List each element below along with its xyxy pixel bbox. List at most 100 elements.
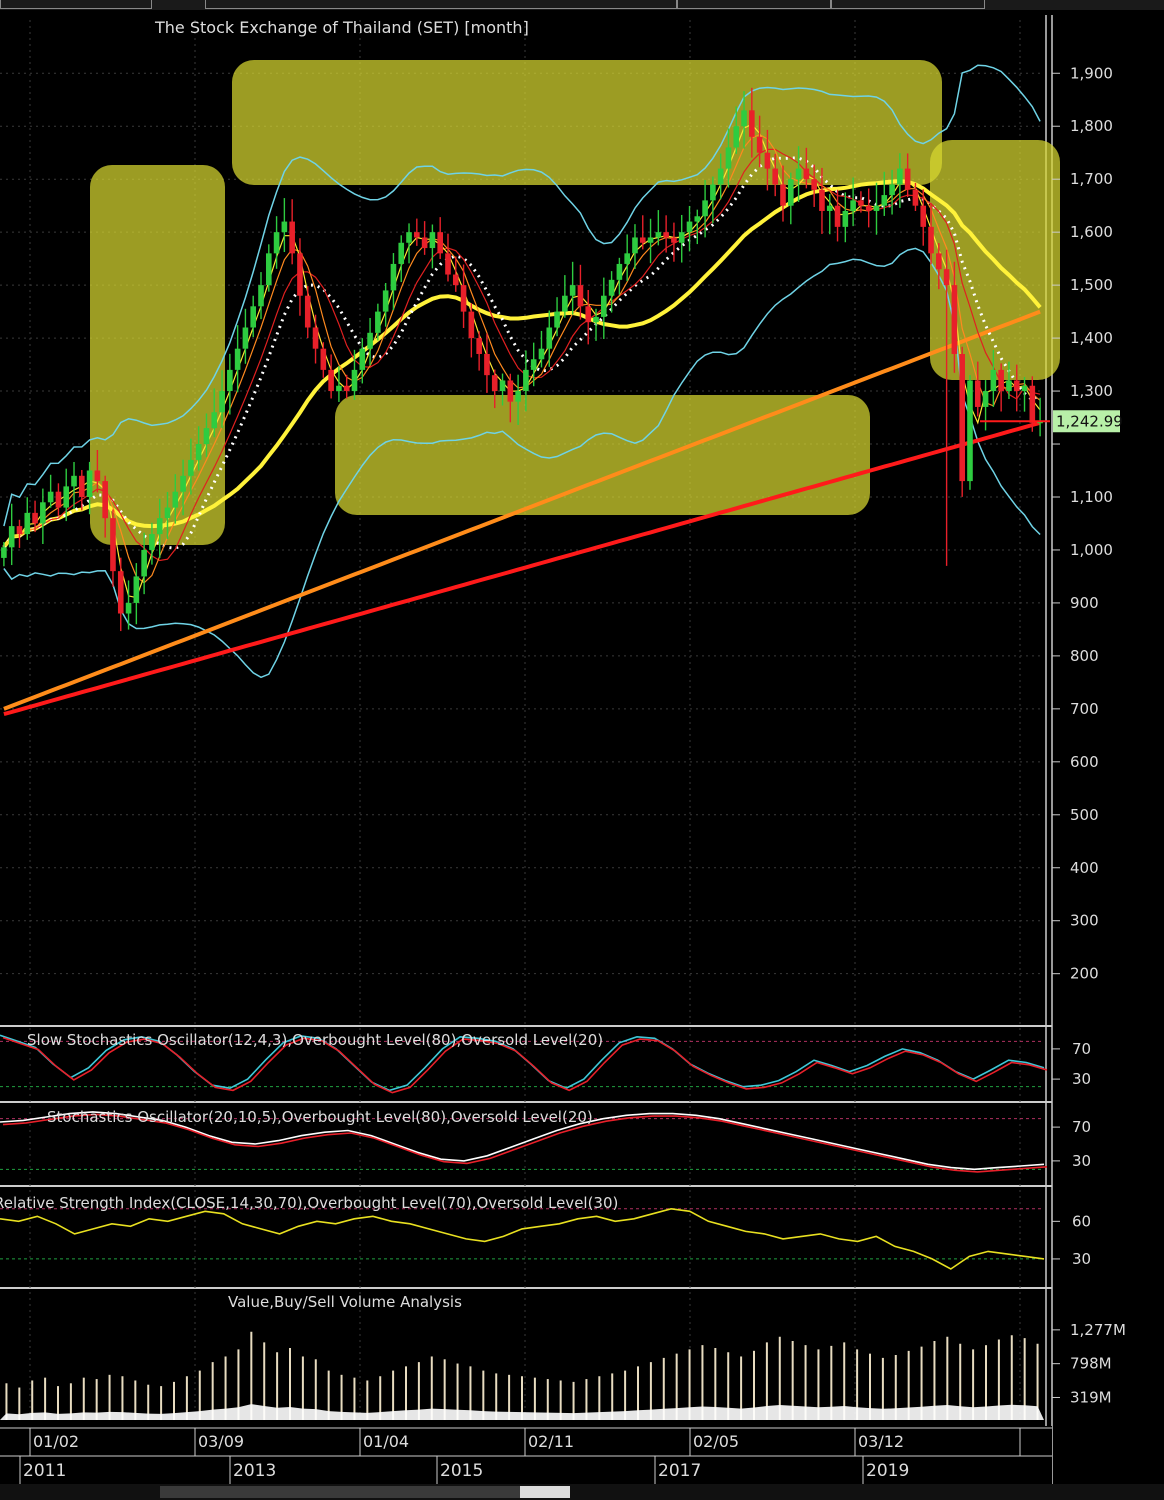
candle-body — [873, 205, 880, 211]
candle-body — [608, 279, 615, 296]
candle-body — [421, 237, 428, 249]
candle-body — [102, 481, 108, 519]
volume-tick-label: 798M — [1070, 1355, 1112, 1373]
candle-body — [375, 311, 381, 333]
time-axis: 01/02 03/09 01/04 02/11 02/05 03/12 2011 2013 20… — [0, 1426, 1052, 1484]
highlight-marker — [90, 165, 225, 545]
bollinger-lower — [3, 247, 1041, 679]
scrollbar-button[interactable] — [520, 1486, 570, 1498]
candle-body — [390, 263, 397, 291]
toolbar-tab[interactable] — [677, 0, 831, 9]
candle-body — [297, 253, 303, 296]
candle-body — [936, 253, 942, 270]
candle-body — [780, 184, 786, 206]
last-value-tag: 1,242.99 — [1053, 410, 1123, 433]
candle-body — [912, 189, 919, 206]
candle-body — [842, 210, 849, 227]
candle-body — [982, 391, 989, 407]
candle-body — [265, 253, 272, 286]
candle-body — [569, 285, 576, 296]
candle-body — [141, 549, 147, 577]
candle-body — [437, 232, 443, 254]
stochastics-title: Stochastics Oscillator(20,10,5),Overboug… — [47, 1108, 593, 1126]
pane-tick-label: 70 — [1072, 1118, 1091, 1136]
candle-body — [16, 526, 23, 535]
candle-body — [414, 232, 420, 238]
candle-body — [468, 311, 475, 339]
candle-body — [406, 232, 412, 243]
highlight-overlays — [90, 60, 1060, 545]
candle-body — [429, 232, 436, 249]
price-tick-label: 1,300 — [1070, 382, 1113, 400]
candle-body — [227, 369, 233, 392]
candle-body — [593, 316, 599, 323]
candle-body — [164, 507, 171, 519]
oscillator-line — [0, 1207, 1045, 1270]
price-tick-label: 900 — [1070, 594, 1099, 612]
volume-pane: 319M 798M 1,277M — [0, 1321, 1126, 1420]
candle-body — [577, 285, 584, 307]
candle-body — [546, 327, 553, 349]
year-tick-label: 2019 — [866, 1461, 909, 1481]
pane-divider — [0, 1101, 1052, 1103]
volume-tick-label: 319M — [1070, 1388, 1112, 1406]
price-tick-label: 300 — [1070, 912, 1099, 930]
year-tick-label: 2017 — [658, 1461, 701, 1481]
toolbar-tab[interactable] — [831, 0, 985, 9]
candle-body — [834, 205, 841, 227]
candle-body — [881, 195, 888, 206]
time-tick-label: 03/09 — [198, 1432, 244, 1451]
toolbar-tab[interactable] — [0, 0, 152, 9]
highlight-marker — [232, 60, 942, 185]
candle-body — [538, 348, 545, 360]
bollinger-upper — [3, 64, 1041, 527]
candle-body — [671, 237, 677, 243]
candle-body — [499, 380, 506, 392]
candle-body — [312, 327, 319, 349]
candle-body — [63, 486, 70, 508]
candle-body — [663, 232, 669, 238]
scrollbar-thumb[interactable] — [160, 1486, 520, 1498]
candle-body — [328, 369, 334, 392]
candle-body — [117, 571, 124, 614]
candle-body — [491, 375, 498, 392]
volume-area — [0, 1404, 1044, 1420]
candle-body — [889, 184, 895, 196]
candle-body — [1013, 380, 1020, 392]
stochastics-pane: 30 70 — [0, 1111, 1091, 1173]
price-tick-label: 500 — [1070, 806, 1099, 824]
price-tick-label: 1,000 — [1070, 541, 1113, 559]
candle-body — [858, 200, 864, 206]
candle-body — [343, 385, 350, 392]
candle-body — [507, 380, 514, 402]
candlesticks — [1, 87, 1043, 632]
candle-body — [928, 226, 934, 254]
candle-body — [772, 168, 779, 185]
candle-body — [476, 338, 482, 354]
toolbar-tab[interactable] — [205, 0, 677, 9]
time-tick-label: 03/12 — [858, 1432, 904, 1451]
candle-body — [1029, 385, 1036, 423]
candle-body — [55, 491, 62, 508]
candle-body — [920, 205, 927, 227]
candle-body — [624, 253, 630, 264]
candle-body — [811, 179, 817, 190]
candle-body — [452, 274, 459, 286]
pane-tick-label: 30 — [1072, 1152, 1091, 1170]
candle-body — [655, 232, 662, 238]
candle-body — [951, 285, 958, 354]
candle-body — [764, 152, 771, 169]
year-tick-label: 2015 — [440, 1461, 483, 1481]
candle-body — [273, 232, 280, 254]
price-tick-label: 1,500 — [1070, 276, 1113, 294]
candle-body — [850, 200, 856, 211]
candle-body — [398, 242, 405, 264]
candle-body — [530, 359, 537, 370]
candle-body — [749, 110, 755, 137]
candle-body — [250, 306, 257, 328]
candle-body — [998, 369, 1004, 392]
candle-body — [195, 444, 202, 460]
rsi-title: Relative Strength Index(CLOSE,14,30,70),… — [0, 1194, 618, 1212]
candle-body — [710, 184, 716, 201]
